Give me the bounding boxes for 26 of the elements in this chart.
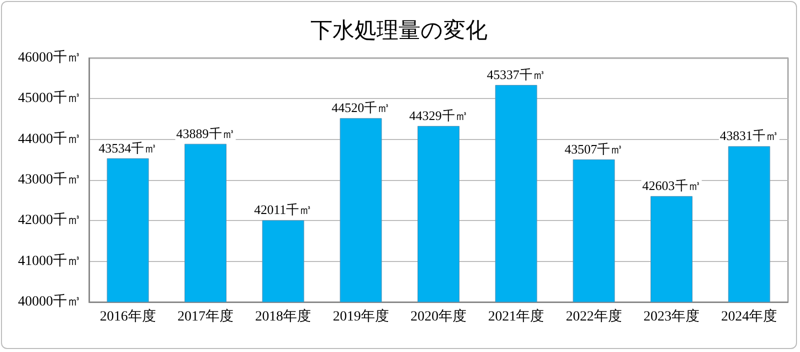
x-tick-label: 2022年度: [566, 308, 622, 324]
data-label: 43831千㎥: [720, 128, 778, 144]
y-tick-label: 42000千㎥: [18, 212, 81, 228]
y-tick-label: 45000千㎥: [18, 90, 81, 106]
x-tick-label: 2019年度: [332, 308, 389, 324]
x-tick-label: 2021年度: [488, 308, 544, 324]
data-label: 44329千㎥: [409, 108, 468, 123]
y-tick-label: 43000千㎥: [18, 172, 81, 188]
x-tick-label: 2023年度: [644, 308, 700, 324]
data-label: 42011千㎥: [254, 202, 312, 218]
data-label: 43889千㎥: [176, 126, 235, 141]
y-tick-label: 46000千㎥: [18, 50, 81, 66]
data-label: 43507千㎥: [564, 141, 624, 156]
y-tick-label: 44000千㎥: [18, 130, 81, 147]
data-label: 45337千㎥: [486, 66, 546, 82]
data-label: 43534千㎥: [98, 140, 158, 156]
x-tick-label: 2016年度: [100, 308, 156, 324]
data-label: 42603千㎥: [642, 178, 701, 194]
y-tick-label: 40000千㎥: [18, 294, 81, 310]
x-tick-label: 2024年度: [721, 308, 778, 324]
data-label: 44520千㎥: [332, 100, 390, 116]
chart-title: 下水処理量の変化: [310, 18, 488, 42]
x-tick-label: 2018年度: [255, 308, 312, 324]
x-tick-label: 2020年度: [410, 308, 466, 324]
x-tick-label: 2017年度: [178, 308, 234, 324]
y-tick-label: 41000千㎥: [18, 252, 81, 269]
